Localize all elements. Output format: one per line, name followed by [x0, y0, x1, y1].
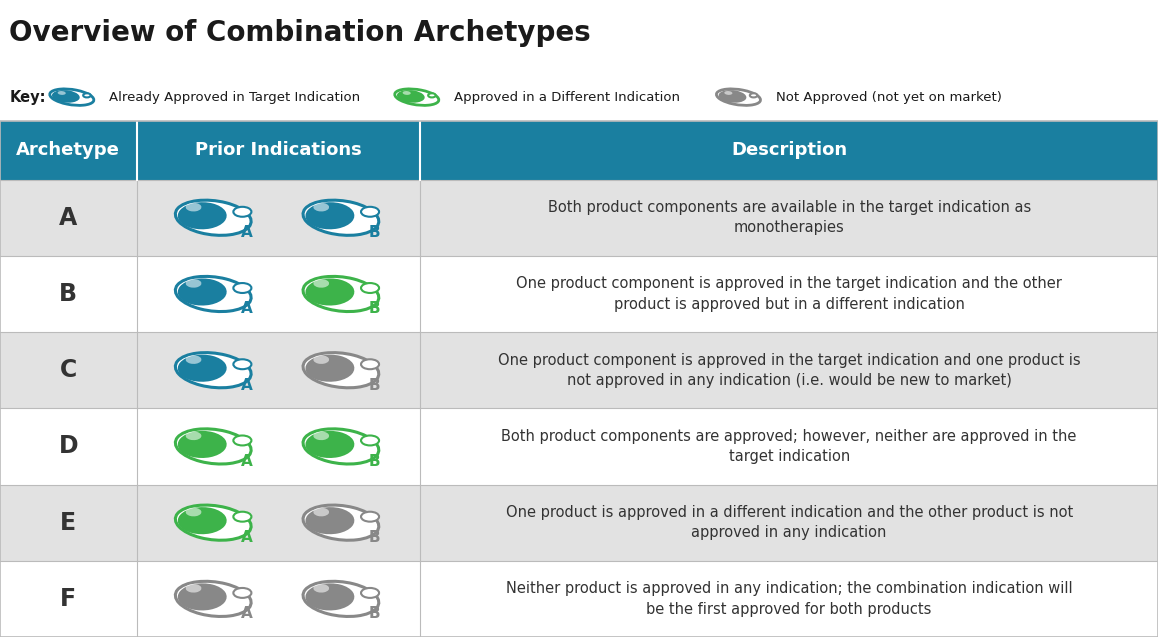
Ellipse shape	[395, 89, 439, 105]
Text: Overview of Combination Archetypes: Overview of Combination Archetypes	[9, 19, 591, 47]
Text: B: B	[368, 225, 380, 240]
Ellipse shape	[185, 508, 201, 517]
Text: Description: Description	[731, 141, 848, 159]
Ellipse shape	[306, 355, 354, 382]
FancyBboxPatch shape	[0, 332, 1158, 408]
Circle shape	[361, 436, 379, 445]
Circle shape	[234, 512, 251, 522]
Text: F: F	[60, 587, 76, 611]
Ellipse shape	[178, 583, 227, 610]
Ellipse shape	[303, 276, 379, 311]
Ellipse shape	[185, 431, 201, 440]
Text: B: B	[368, 378, 380, 392]
Ellipse shape	[185, 584, 201, 592]
Text: One product component is approved in the target indication and one product is
no: One product component is approved in the…	[498, 352, 1080, 388]
Text: E: E	[60, 511, 76, 534]
Ellipse shape	[175, 505, 251, 540]
Ellipse shape	[175, 353, 251, 388]
FancyBboxPatch shape	[0, 408, 1158, 485]
Ellipse shape	[178, 431, 227, 458]
Ellipse shape	[175, 582, 251, 617]
Ellipse shape	[303, 200, 379, 235]
FancyBboxPatch shape	[0, 121, 1158, 180]
Ellipse shape	[306, 507, 354, 534]
Text: B: B	[368, 301, 380, 317]
Ellipse shape	[178, 355, 227, 382]
Ellipse shape	[303, 429, 379, 464]
Ellipse shape	[397, 90, 425, 103]
Ellipse shape	[314, 584, 329, 592]
Text: Already Approved in Target Indication: Already Approved in Target Indication	[109, 90, 360, 104]
Circle shape	[361, 283, 379, 293]
Ellipse shape	[306, 278, 354, 306]
Ellipse shape	[50, 89, 94, 105]
Ellipse shape	[175, 429, 251, 464]
Text: A: A	[241, 530, 252, 545]
Ellipse shape	[175, 276, 251, 311]
Circle shape	[361, 512, 379, 522]
Ellipse shape	[178, 202, 227, 229]
Circle shape	[83, 93, 90, 97]
Text: Both product components are approved; however, neither are approved in the
targe: Both product components are approved; ho…	[501, 429, 1077, 464]
Ellipse shape	[724, 91, 732, 95]
Ellipse shape	[314, 203, 329, 211]
Ellipse shape	[178, 507, 227, 534]
Ellipse shape	[185, 355, 201, 364]
Ellipse shape	[303, 505, 379, 540]
FancyBboxPatch shape	[0, 561, 1158, 637]
Text: Neither product is approved in any indication; the combination indication will
b: Neither product is approved in any indic…	[506, 581, 1072, 617]
FancyBboxPatch shape	[0, 256, 1158, 332]
Text: Key:: Key:	[9, 90, 46, 104]
Text: A: A	[241, 301, 252, 317]
Ellipse shape	[314, 279, 329, 288]
Text: A: A	[241, 606, 252, 621]
Text: C: C	[60, 358, 76, 382]
Text: B: B	[368, 530, 380, 545]
Ellipse shape	[306, 583, 354, 610]
Circle shape	[234, 588, 251, 598]
Text: Archetype: Archetype	[16, 141, 120, 159]
Text: Not Approved (not yet on market): Not Approved (not yet on market)	[776, 90, 1002, 104]
FancyBboxPatch shape	[0, 180, 1158, 256]
Ellipse shape	[185, 203, 201, 211]
Ellipse shape	[185, 279, 201, 288]
Ellipse shape	[175, 200, 251, 235]
Text: B: B	[368, 606, 380, 621]
Ellipse shape	[717, 89, 761, 105]
Circle shape	[234, 436, 251, 445]
Circle shape	[234, 207, 251, 217]
Text: One product is approved in a different indication and the other product is not
a: One product is approved in a different i…	[506, 505, 1072, 540]
Circle shape	[361, 359, 379, 369]
Ellipse shape	[178, 278, 227, 306]
Text: A: A	[241, 454, 252, 469]
Ellipse shape	[303, 353, 379, 388]
Ellipse shape	[719, 90, 747, 103]
Text: A: A	[59, 206, 78, 230]
Ellipse shape	[306, 431, 354, 458]
Ellipse shape	[58, 91, 66, 95]
Text: A: A	[241, 378, 252, 392]
Ellipse shape	[314, 508, 329, 517]
Circle shape	[750, 93, 757, 97]
Circle shape	[234, 283, 251, 293]
Text: One product component is approved in the target indication and the other
product: One product component is approved in the…	[516, 276, 1062, 311]
Text: B: B	[59, 282, 78, 306]
Circle shape	[361, 207, 379, 217]
Text: Approved in a Different Indication: Approved in a Different Indication	[454, 90, 680, 104]
Text: D: D	[59, 434, 78, 459]
Text: A: A	[241, 225, 252, 240]
Text: B: B	[368, 454, 380, 469]
Ellipse shape	[314, 355, 329, 364]
Ellipse shape	[306, 202, 354, 229]
Ellipse shape	[314, 431, 329, 440]
Text: Both product components are available in the target indication as
monotherapies: Both product components are available in…	[548, 200, 1031, 236]
Circle shape	[428, 93, 435, 97]
Text: Prior Indications: Prior Indications	[196, 141, 361, 159]
FancyBboxPatch shape	[0, 485, 1158, 561]
Circle shape	[234, 359, 251, 369]
Ellipse shape	[403, 91, 411, 95]
Ellipse shape	[52, 90, 80, 103]
Ellipse shape	[303, 582, 379, 617]
Circle shape	[361, 588, 379, 598]
